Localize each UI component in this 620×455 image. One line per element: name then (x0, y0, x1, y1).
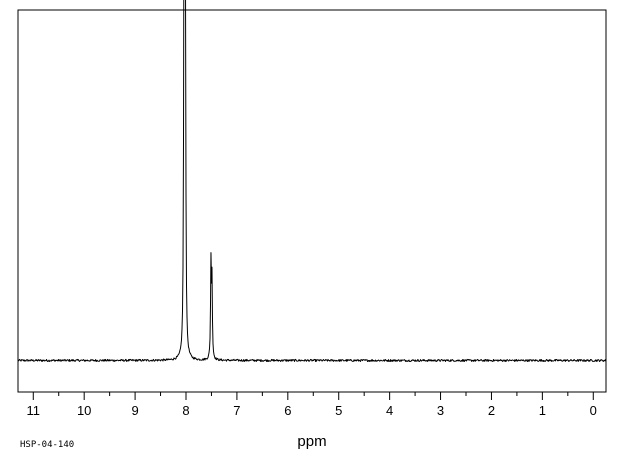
x-tick-label: 9 (131, 403, 138, 418)
x-tick-label: 4 (386, 403, 393, 418)
x-axis-ticks (32, 392, 594, 400)
x-tick-label: 8 (182, 403, 189, 418)
x-tick-label: 1 (539, 403, 546, 418)
plot-frame (17, 9, 607, 393)
x-tick-label: 7 (233, 403, 240, 418)
sample-id-label: HSP-04-140 (20, 440, 74, 450)
x-axis-tick-labels: 11 10 9 8 7 6 5 4 3 2 1 0 (27, 403, 597, 418)
spectrum-line (17, 0, 607, 362)
x-tick-label: 6 (284, 403, 291, 418)
x-tick-label: 5 (335, 403, 342, 418)
x-tick-label: 10 (77, 403, 91, 418)
x-axis-label: ppm (297, 433, 326, 450)
x-tick-label: 3 (437, 403, 444, 418)
x-tick-label: 11 (27, 403, 41, 418)
x-tick-label: 0 (590, 403, 597, 418)
x-tick-label: 2 (488, 403, 495, 418)
